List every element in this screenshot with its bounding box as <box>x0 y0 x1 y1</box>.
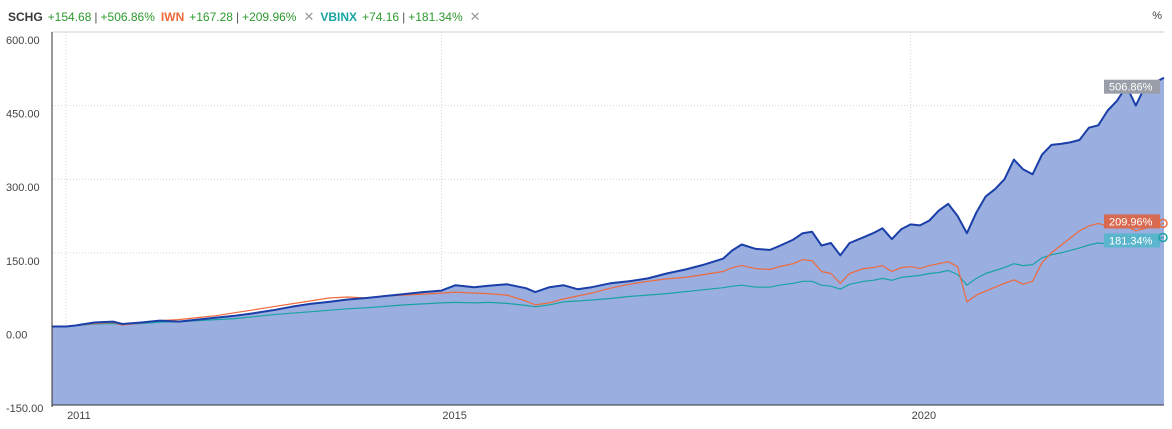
end-label-schg: 506.86% <box>1109 82 1153 94</box>
series-line-schg <box>52 76 1165 328</box>
schg-area-fill <box>52 77 1164 405</box>
legend-symbol: VBINX <box>320 10 358 24</box>
legend-separator: | <box>402 10 406 24</box>
remove-vbinx-close-icon[interactable]: ✕ <box>469 9 481 24</box>
end-marker-iwn <box>1158 218 1168 229</box>
y-tick-label: 0.00 <box>6 329 27 341</box>
chart-legend: SCHG +154.68 | +506.86% IWN +167.28 | +2… <box>8 9 487 25</box>
y-tick-label: 600.00 <box>6 35 40 47</box>
legend-item-schg[interactable]: SCHG +154.68 | +506.86% <box>8 10 155 24</box>
x-tick-label: 2011 <box>67 410 91 422</box>
remove-iwn-close-icon[interactable]: ✕ <box>303 9 315 24</box>
x-axis: 2011 2015 2020 <box>52 404 1164 422</box>
end-label-iwn: 209.96% <box>1109 216 1153 228</box>
legend-separator: | <box>235 10 240 24</box>
end-label-bg-vbinx <box>1104 233 1160 248</box>
end-labels: 506.86% 209.96% 181.34% <box>1104 79 1168 248</box>
legend-change: +167.28 <box>189 10 233 24</box>
y-axis: 600.00 450.00 300.00 150.00 0.00 -150.00 <box>6 32 53 415</box>
x-tick-label: 2015 <box>442 410 466 422</box>
end-label-vbinx: 181.34% <box>1109 235 1153 247</box>
unit-label: % <box>1152 10 1162 22</box>
y-tick-label: -150.00 <box>6 403 43 415</box>
x-tick-label: 2020 <box>912 410 936 422</box>
legend-percent: +209.96% <box>242 10 297 24</box>
y-tick-label: 150.00 <box>6 256 40 268</box>
y-tick-label: 450.00 <box>6 109 40 121</box>
end-marker-vbinx <box>1158 232 1168 243</box>
legend-symbol: SCHG <box>8 10 43 24</box>
series-line-iwn <box>52 222 1165 328</box>
end-label-bg-iwn <box>1104 214 1160 229</box>
end-label-bg-schg <box>1104 79 1160 94</box>
legend-item-iwn[interactable]: IWN +167.28 | +209.96% ✕ <box>161 9 314 25</box>
schg-area <box>52 77 1164 405</box>
series-lines <box>52 76 1165 328</box>
legend-symbol: IWN <box>160 10 185 24</box>
legend-separator: | <box>94 10 98 24</box>
series-line-vbinx <box>52 236 1165 328</box>
legend-change: +74.16 <box>362 10 400 24</box>
y-tick-label: 300.00 <box>6 182 40 194</box>
legend-change: +154.68 <box>47 10 92 24</box>
legend-percent: +181.34% <box>408 10 463 24</box>
legend-item-vbinx[interactable]: VBINX +74.16 | +181.34% ✕ <box>320 9 480 25</box>
legend-percent: +506.86% <box>100 10 155 24</box>
